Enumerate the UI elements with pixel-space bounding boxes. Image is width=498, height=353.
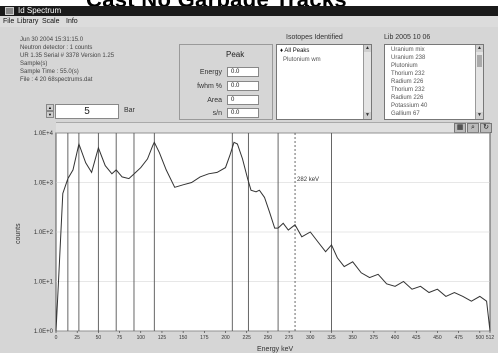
x-tick-label: 450	[433, 335, 442, 341]
isotope-item[interactable]: Plutonium wm	[283, 57, 321, 63]
x-tick-label: 500	[476, 335, 485, 341]
sample-info-line: Neutron detector : 1 counts	[20, 45, 93, 51]
sample-info-line: File : 4 20 68spectrums.dat	[20, 77, 93, 83]
title-bar: Id Spectrum	[0, 6, 498, 16]
y-tick-label: 1.0E+4	[34, 131, 54, 137]
isotope-item-all-peaks[interactable]: ♦ All Peaks	[280, 48, 309, 55]
bar-count-label: Bar	[124, 107, 135, 114]
library-scrollbar[interactable]: ▲ ▼	[475, 45, 483, 119]
x-tick-label: 375	[370, 335, 379, 341]
x-tick-label: 100	[137, 335, 146, 341]
window-title: Id Spectrum	[18, 6, 62, 15]
x-tick-label: 200	[221, 335, 230, 341]
app-icon	[5, 7, 14, 15]
x-tick-label: 75	[117, 335, 123, 341]
sn-field[interactable]: 0.0	[227, 108, 259, 118]
library-item[interactable]: Thorium 232	[391, 71, 425, 77]
x-tick-label: 275	[285, 335, 294, 341]
menu-scale[interactable]: Scale	[42, 18, 60, 25]
y-tick-label: 1.0E+3	[34, 181, 54, 187]
spinner-down-icon[interactable]: ▼	[46, 111, 54, 118]
sample-info-line: UR 1.35 Serial # 3378 Version 1.25	[20, 53, 115, 59]
energy-field[interactable]: 0.0	[227, 67, 259, 77]
x-axis-label: Energy keV	[257, 346, 294, 353]
y-axis-label: counts	[15, 223, 22, 244]
x-tick-label: 400	[391, 335, 400, 341]
x-tick-label: 300	[306, 335, 315, 341]
x-tick-label: 250	[264, 335, 273, 341]
peak-title: Peak	[226, 50, 245, 59]
isotopes-scrollbar[interactable]: ▲ ▼	[363, 45, 371, 119]
isotopes-title: Isotopes Identified	[286, 34, 343, 41]
x-tick-label: 225	[243, 335, 252, 341]
spectrum-series-line	[55, 141, 491, 332]
bar-count-input[interactable]: 5	[55, 104, 119, 119]
sample-info-line: Sample Time : 55.0(s)	[20, 69, 79, 75]
peak-label: fwhm %	[197, 83, 222, 90]
x-tick-label: 350	[349, 335, 358, 341]
library-list[interactable]: Uranium mix Uranium 238 Plutonium Thoriu…	[384, 44, 484, 120]
peak-label: s/n	[212, 110, 222, 117]
isotope-item-label: All Peaks	[284, 48, 310, 54]
scroll-thumb[interactable]	[477, 55, 482, 67]
scroll-down-icon[interactable]: ▼	[364, 112, 371, 119]
library-item[interactable]: Plutonium	[391, 63, 418, 69]
peak-row-fwhm: fwhm % 0.0	[182, 81, 270, 92]
cursor-label: 282 keV	[297, 177, 319, 183]
menu-library[interactable]: Library	[17, 18, 39, 25]
x-tick-label: 50	[96, 335, 102, 341]
x-tick-label: 475	[454, 335, 463, 341]
scroll-up-icon[interactable]: ▲	[476, 45, 483, 52]
area-field[interactable]: 0	[227, 95, 259, 105]
y-tick-label: 1.0E+1	[34, 280, 54, 286]
peak-row-area: Area 0	[182, 95, 270, 106]
peak-row-sn: s/n 0.0	[182, 108, 270, 119]
y-tick-label: 1.0E+0	[34, 329, 54, 335]
sample-info-line: Sample(s)	[20, 61, 48, 67]
y-tick-label: 1.0E+2	[34, 230, 54, 236]
x-tick-label: 325	[327, 335, 336, 341]
scroll-down-icon[interactable]: ▼	[476, 112, 483, 119]
x-tick-label: 25	[74, 335, 80, 341]
library-item[interactable]: Radium 226	[391, 79, 424, 85]
isotopes-list[interactable]: ♦ All Peaks Plutonium wm ▲ ▼	[276, 44, 372, 120]
menu-bar: File Library Scale Info	[0, 16, 498, 27]
scroll-up-icon[interactable]: ▲	[364, 45, 371, 52]
peak-label: Energy	[199, 69, 222, 76]
menu-file[interactable]: File	[3, 18, 15, 25]
library-item[interactable]: Potassium 40	[391, 103, 428, 109]
x-tick-label: 0	[55, 335, 58, 341]
sample-info-panel: Jun 30 2004 15:31:15.0 Neutron detector …	[20, 36, 180, 98]
peak-row-energy: Energy 0.0	[182, 67, 270, 78]
library-title: Lib 2005 10 06	[384, 34, 431, 41]
library-item[interactable]: Uranium mix	[391, 47, 425, 53]
sample-info-line: Jun 30 2004 15:31:15.0	[20, 37, 84, 43]
x-tick-label: 150	[179, 335, 188, 341]
peak-label: Area	[207, 97, 222, 104]
x-tick-label: 512	[486, 335, 495, 341]
x-tick-label: 125	[158, 335, 167, 341]
library-item[interactable]: Radium 226	[391, 95, 424, 101]
x-tick-label: 425	[412, 335, 421, 341]
x-tick-label: 175	[200, 335, 209, 341]
menu-info[interactable]: Info	[66, 18, 78, 25]
tree-bullet-icon: ♦	[280, 48, 285, 54]
plot-toolbar: ▦ ⌕ ↻	[56, 122, 492, 133]
fwhm-field[interactable]: 0.0	[227, 81, 259, 91]
spinner-up-icon[interactable]: ▲	[46, 104, 54, 111]
peak-panel: Peak Energy 0.0 fwhm % 0.0 Area 0 s/n 0.…	[179, 44, 273, 120]
library-item[interactable]: Thorium 232	[391, 87, 425, 93]
library-item[interactable]: Gallium 67	[391, 111, 420, 117]
library-item[interactable]: Uranium 238	[391, 55, 426, 61]
